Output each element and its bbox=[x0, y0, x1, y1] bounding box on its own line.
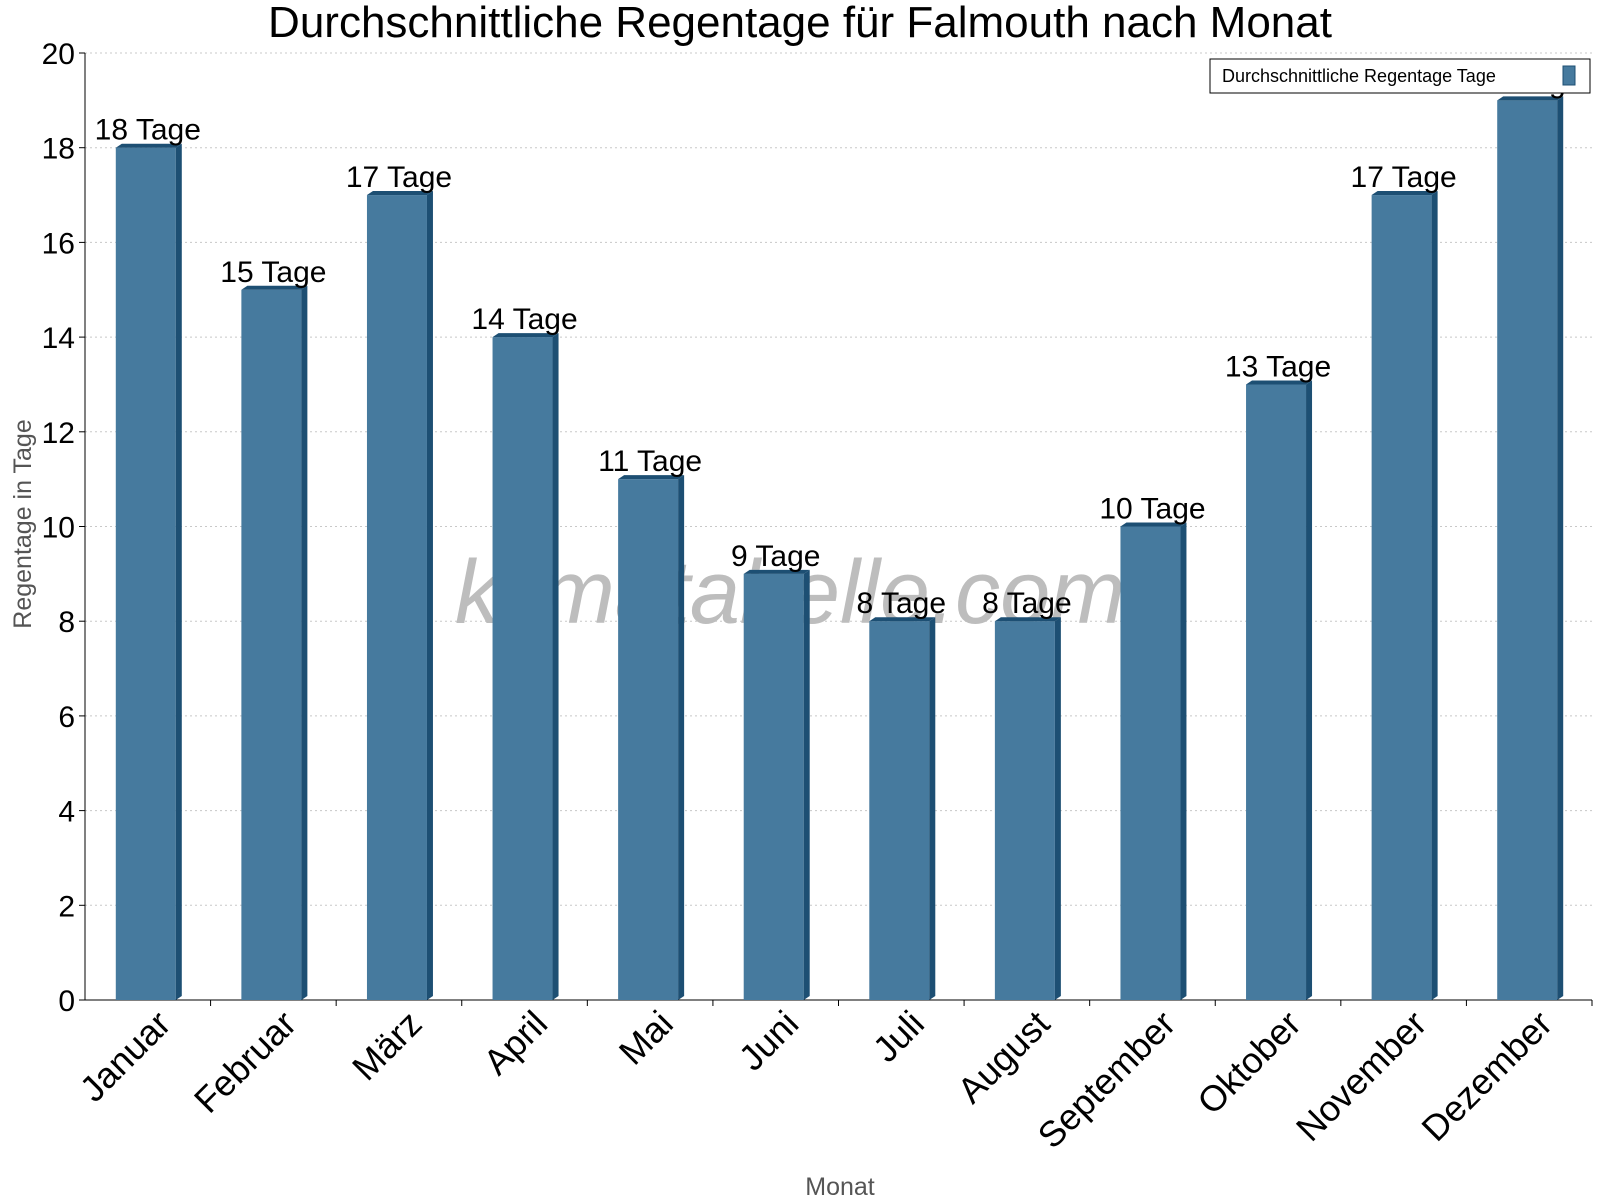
y-tick-label: 10 bbox=[42, 512, 75, 545]
x-tick-label: März bbox=[344, 1003, 430, 1089]
bar bbox=[743, 569, 810, 1000]
bar-top bbox=[618, 475, 685, 480]
legend: Durchschnittliche Regentage Tage bbox=[1209, 58, 1591, 94]
x-tick-label: September bbox=[1030, 1003, 1184, 1157]
bar-front bbox=[1120, 526, 1181, 1000]
bar-side bbox=[1306, 380, 1313, 1000]
bar bbox=[1246, 380, 1313, 1000]
legend-label: Durchschnittliche Regentage Tage bbox=[1222, 66, 1496, 86]
bar-top bbox=[1371, 191, 1438, 196]
bar-top bbox=[994, 617, 1061, 622]
bar-side bbox=[1180, 522, 1187, 1000]
bar-front bbox=[1246, 384, 1307, 1000]
x-axis-label: Monat bbox=[805, 1173, 875, 1200]
x-tick-label: Juli bbox=[865, 1003, 932, 1070]
x-tick-label: Februar bbox=[186, 1003, 304, 1121]
bar-top bbox=[366, 191, 433, 196]
bar-front bbox=[366, 195, 427, 1001]
bar-top bbox=[1497, 96, 1564, 101]
bar bbox=[366, 191, 433, 1001]
bar-side bbox=[1557, 96, 1564, 1001]
bar-front bbox=[618, 479, 679, 1000]
y-axis-label: Regentage in Tage bbox=[9, 419, 37, 628]
bar-front bbox=[241, 289, 302, 1000]
bar bbox=[1497, 96, 1564, 1001]
bar-side bbox=[1431, 191, 1438, 1001]
bar-side bbox=[803, 569, 810, 1000]
data-label: 18 Tage bbox=[95, 114, 201, 147]
x-axis: Januar Februar März April Mai Juni Juli AugustS… bbox=[72, 999, 1593, 1157]
y-tick-label: 0 bbox=[58, 985, 75, 1018]
x-tick-label: August bbox=[949, 1003, 1057, 1111]
bar-top bbox=[492, 333, 559, 338]
data-labels: 18 Tage 15 Tage 17 Tage 14 Tage 11 Tage 9 Tag… bbox=[95, 66, 1583, 620]
y-tick-label: 8 bbox=[58, 606, 75, 639]
bar-top bbox=[1120, 522, 1187, 527]
x-tick-label: Juni bbox=[731, 1003, 807, 1079]
bar-side bbox=[678, 475, 685, 1000]
bar bbox=[1371, 191, 1438, 1001]
bar-front bbox=[115, 147, 176, 1000]
bar bbox=[1120, 522, 1187, 1000]
data-label: 14 Tage bbox=[471, 303, 577, 336]
bar bbox=[115, 143, 182, 1000]
y-tick-label: 16 bbox=[42, 227, 75, 260]
bar-front bbox=[492, 337, 553, 1001]
data-label: 10 Tage bbox=[1099, 493, 1205, 526]
y-tick-label: 2 bbox=[58, 890, 75, 923]
bar-side bbox=[301, 285, 308, 1000]
data-label: 9 Tage bbox=[731, 540, 821, 573]
data-label: 17 Tage bbox=[346, 161, 452, 194]
data-label: 8 Tage bbox=[982, 587, 1072, 620]
bar-side bbox=[175, 143, 182, 1000]
x-tick-label: November bbox=[1288, 1003, 1434, 1149]
bar bbox=[994, 617, 1061, 1000]
y-tick-label: 4 bbox=[58, 796, 75, 829]
x-tick-label: April bbox=[475, 1003, 555, 1083]
data-label: 15 Tage bbox=[220, 256, 326, 289]
bar-top bbox=[869, 617, 936, 622]
bar-front bbox=[1497, 100, 1558, 1001]
bar bbox=[492, 333, 559, 1001]
bar-front bbox=[1371, 195, 1432, 1001]
data-label: 8 Tage bbox=[857, 587, 947, 620]
data-label: 13 Tage bbox=[1225, 350, 1331, 383]
data-label: 17 Tage bbox=[1351, 161, 1457, 194]
bar bbox=[618, 475, 685, 1000]
bar-top bbox=[115, 143, 182, 148]
x-tick-label: Januar bbox=[72, 1003, 179, 1110]
bar-side bbox=[929, 617, 936, 1000]
x-tick-label: Dezember bbox=[1413, 1003, 1559, 1149]
y-tick-label: 12 bbox=[42, 417, 75, 450]
legend-box bbox=[1209, 58, 1591, 94]
y-axis: 0 2 4 6 8 10 12 14 16 18 20 bbox=[42, 38, 86, 1018]
bar bbox=[869, 617, 936, 1000]
x-tick-label: Mai bbox=[611, 1003, 681, 1073]
bar-series bbox=[115, 96, 1564, 1001]
legend-swatch bbox=[1562, 65, 1576, 86]
bar-side bbox=[552, 333, 559, 1001]
bar-front bbox=[994, 621, 1055, 1000]
grid-lines bbox=[85, 52, 1592, 906]
y-tick-label: 6 bbox=[58, 701, 75, 734]
chart-title: Durchschnittliche Regentage für Falmouth… bbox=[268, 0, 1332, 47]
x-tick-label: Oktober bbox=[1189, 1003, 1309, 1123]
y-tick-label: 18 bbox=[42, 133, 75, 166]
bar-top bbox=[743, 569, 810, 574]
bar-front bbox=[743, 573, 804, 1000]
y-tick-label: 14 bbox=[42, 322, 75, 355]
bar-top bbox=[241, 285, 308, 290]
bar-side bbox=[426, 191, 433, 1001]
bar-front bbox=[869, 621, 930, 1000]
y-tick-label: 20 bbox=[42, 38, 75, 71]
bar bbox=[241, 285, 308, 1000]
bar-top bbox=[1246, 380, 1313, 385]
bar-side bbox=[1054, 617, 1061, 1000]
data-label: 11 Tage bbox=[598, 445, 702, 478]
